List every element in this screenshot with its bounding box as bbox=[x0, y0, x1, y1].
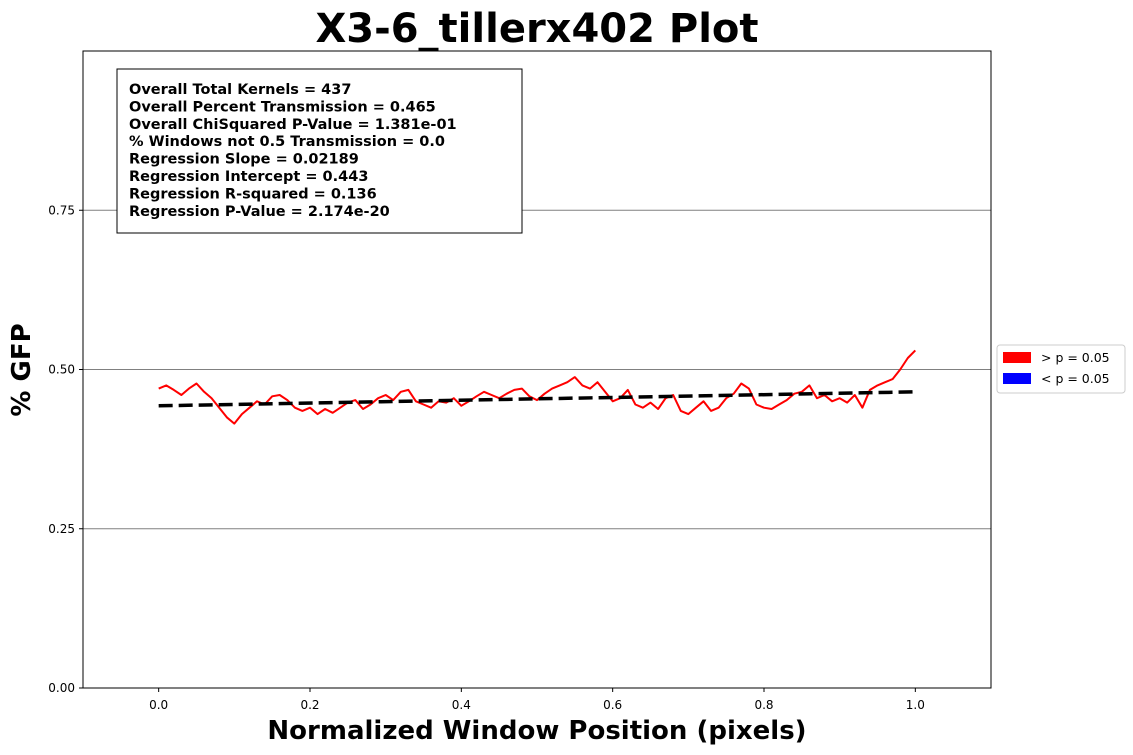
y-tick-label: 0.25 bbox=[48, 522, 75, 536]
stats-line: Overall ChiSquared P-Value = 1.381e-01 bbox=[129, 117, 457, 133]
legend: > p = 0.05 < p = 0.05 bbox=[996, 344, 1126, 394]
stats-line: Regression Slope = 0.02189 bbox=[129, 152, 359, 168]
y-axis-label: % GFP bbox=[7, 323, 37, 416]
x-tick-label: 0.0 bbox=[149, 698, 168, 712]
legend-label: > p = 0.05 bbox=[1041, 350, 1110, 365]
stats-line: Regression R-squared = 0.136 bbox=[129, 186, 377, 202]
stats-line: Regression P-Value = 2.174e-20 bbox=[129, 204, 390, 220]
x-axis-label: Normalized Window Position (pixels) bbox=[267, 716, 806, 746]
gridlines bbox=[83, 209, 991, 530]
y-tick-label: 0.75 bbox=[48, 203, 75, 217]
regression-line bbox=[158, 390, 916, 408]
x-tick-label: 0.6 bbox=[603, 698, 622, 712]
chart-title: X3-6_tillerx402 Plot bbox=[315, 6, 758, 52]
y-axis-ticks: 0.00 0.25 0.50 0.75 bbox=[48, 203, 83, 695]
series-layer bbox=[158, 349, 917, 425]
legend-swatch bbox=[1003, 373, 1031, 384]
y-tick-label: 0.50 bbox=[48, 363, 75, 377]
x-tick-label: 0.2 bbox=[300, 698, 319, 712]
y-tick-label: 0.00 bbox=[48, 681, 75, 695]
gfp-series-line bbox=[158, 349, 917, 425]
x-tick-label: 0.8 bbox=[754, 698, 773, 712]
x-tick-label: 1.0 bbox=[906, 698, 925, 712]
stats-line: Overall Percent Transmission = 0.465 bbox=[129, 99, 436, 115]
stats-line: % Windows not 0.5 Transmission = 0.0 bbox=[129, 134, 445, 150]
stats-line: Overall Total Kernels = 437 bbox=[129, 82, 351, 98]
stats-line: Regression Intercept = 0.443 bbox=[129, 169, 368, 185]
legend-swatch bbox=[1003, 352, 1031, 363]
x-tick-label: 0.4 bbox=[452, 698, 471, 712]
x-axis-ticks: 0.0 0.2 0.4 0.6 0.8 1.0 bbox=[149, 688, 925, 712]
stats-box-frame bbox=[116, 68, 523, 234]
legend-label: < p = 0.05 bbox=[1041, 371, 1110, 386]
regression-layer bbox=[158, 390, 916, 408]
